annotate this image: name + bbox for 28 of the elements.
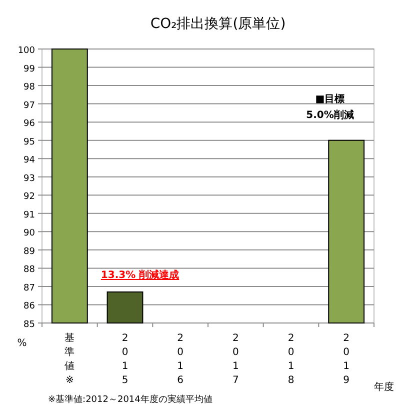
x-tick-label: 基準値※ — [64, 332, 75, 386]
annotation: ■目標 5.0%削減 — [306, 93, 354, 121]
y-tick-label: 100 — [18, 46, 36, 56]
y-tick-label: 96 — [24, 119, 36, 130]
y-tick-label: 94 — [24, 156, 36, 166]
y-tick-label: 87 — [24, 283, 35, 294]
y-tick-label: 93 — [24, 174, 35, 184]
y-tick-label: 90 — [24, 228, 36, 239]
text: ※基準値:2012～2014年度の実績平均値 — [48, 394, 212, 405]
x-tick-label: 2015 — [122, 333, 128, 386]
y-tick-label: 97 — [24, 100, 35, 111]
x-tick-label: 2017 — [232, 333, 239, 386]
y-tick-label: 86 — [24, 302, 36, 312]
x-tick-label: 2019 — [343, 333, 350, 386]
y-tick-label: 98 — [24, 82, 36, 93]
x-tick-label: 2018 — [288, 333, 294, 386]
y-tick-label: 91 — [24, 210, 35, 220]
y-tick-label: 92 — [24, 192, 35, 202]
chart-title: CO₂排出換算(原単位) — [150, 16, 286, 32]
y-tick-label: 89 — [24, 246, 36, 257]
x-axis-title: 年度 — [374, 381, 394, 393]
y-axis-title: % — [17, 338, 27, 349]
y-tick-label: 95 — [24, 137, 35, 148]
y-tick-label: 88 — [24, 265, 36, 276]
x-tick-label: 2016 — [177, 333, 184, 386]
y-tick-label: 85 — [24, 320, 35, 330]
y-tick-label: 99 — [24, 64, 36, 74]
annotation: 13.3% 削減達成 — [100, 269, 180, 281]
